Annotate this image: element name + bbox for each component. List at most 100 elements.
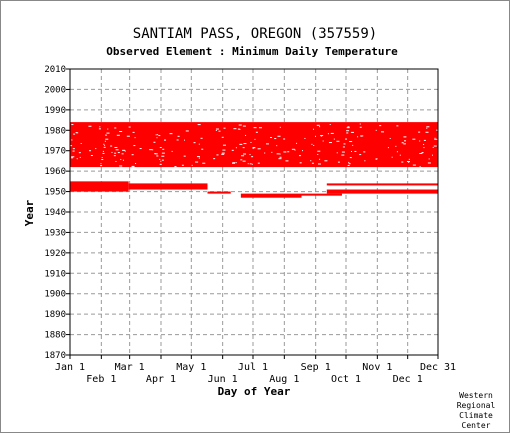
data-gap	[95, 148, 97, 150]
data-gap	[278, 158, 282, 160]
data-gap	[157, 134, 159, 136]
credit: Western Regional Climate Center	[457, 391, 496, 430]
data-gap	[302, 150, 304, 152]
data-gap	[252, 147, 255, 149]
data-gap	[399, 154, 401, 156]
data-gap	[427, 162, 431, 164]
data-gap	[90, 155, 93, 157]
data-block	[326, 189, 438, 194]
x-tick-label: Jul 1	[238, 362, 268, 373]
data-gap	[197, 124, 201, 126]
data-gap	[251, 163, 253, 165]
y-tick-label: 1880	[44, 331, 66, 341]
data-gap	[423, 139, 426, 141]
credit-line-3: Climate	[459, 411, 493, 420]
data-gap	[131, 154, 134, 156]
data-gap	[403, 136, 407, 138]
data-gap	[364, 160, 366, 162]
x-tick-label: Sep 1	[301, 362, 331, 373]
data-gap	[359, 123, 361, 125]
data-gap	[103, 143, 105, 145]
data-gap	[73, 133, 76, 135]
data-gap	[242, 160, 246, 162]
data-gap	[101, 159, 104, 161]
data-gap	[329, 124, 331, 126]
data-gap	[277, 135, 281, 137]
data-gap	[375, 158, 378, 160]
data-gap	[101, 157, 103, 159]
data-gap	[111, 151, 113, 153]
data-gap	[419, 153, 423, 155]
data-block	[301, 193, 342, 196]
data-gap	[349, 157, 352, 159]
data-gap	[184, 139, 186, 141]
y-tick-label: 1950	[44, 188, 66, 198]
data-gap	[251, 156, 254, 158]
data-gap	[102, 152, 105, 154]
data-gap	[71, 156, 75, 158]
data-gap	[122, 149, 126, 151]
data-gap	[312, 128, 314, 130]
data-gap	[401, 142, 404, 144]
x-tick-label: Nov 1	[362, 362, 392, 373]
y-tick-label: 2010	[44, 65, 66, 75]
data-gap	[381, 131, 385, 133]
y-tick-label: 1910	[44, 269, 66, 279]
data-gap	[299, 155, 302, 157]
data-block	[326, 183, 438, 186]
data-gap	[116, 134, 120, 136]
data-gap	[159, 147, 162, 149]
data-gap	[375, 129, 377, 131]
data-gap	[347, 126, 350, 128]
credit-line-2: Regional	[457, 401, 496, 410]
y-tick-label: 1870	[44, 351, 66, 361]
data-gap	[174, 166, 177, 168]
x-axis: Jan 1 Mar 1 May 1 Jul 1 Sep 1 Nov 1 Dec 31 Feb …	[55, 355, 456, 385]
data-gap	[221, 153, 225, 155]
data-gap	[359, 154, 362, 156]
data-gap	[330, 132, 334, 134]
data-gap	[156, 137, 158, 139]
data-gap	[350, 131, 354, 133]
data-points	[70, 122, 440, 198]
data-gap	[159, 158, 161, 160]
data-gap	[119, 165, 123, 167]
x-tick-label: Feb 1	[86, 374, 116, 385]
x-axis-label: Day of Year	[218, 385, 291, 398]
y-tick-label: 1930	[44, 228, 66, 238]
data-gap	[389, 137, 391, 139]
data-gap	[253, 127, 257, 129]
data-gap	[216, 154, 219, 156]
data-gap	[104, 144, 106, 146]
data-gap	[88, 125, 92, 127]
data-gap	[213, 158, 216, 160]
data-gap	[155, 134, 157, 136]
data-gap	[391, 156, 393, 158]
data-gap	[161, 152, 165, 154]
data-gap	[154, 153, 157, 155]
data-gap	[276, 145, 278, 147]
data-gap	[99, 126, 101, 128]
data-gap	[396, 151, 398, 153]
data-gap	[395, 145, 397, 147]
data-gap	[171, 150, 173, 152]
data-gap	[218, 130, 221, 132]
data-gap	[70, 145, 73, 147]
data-gap	[328, 142, 332, 144]
data-gap	[317, 153, 319, 155]
data-gap	[299, 162, 302, 164]
data-gap	[319, 158, 321, 160]
chart-title: SANTIAM PASS, OREGON (357559)	[133, 26, 377, 42]
data-gap	[200, 137, 203, 139]
data-gap	[198, 143, 200, 145]
data-gap	[359, 126, 362, 128]
data-gap	[257, 162, 260, 164]
data-gap	[105, 134, 107, 136]
data-gap	[235, 147, 237, 149]
data-gap	[215, 128, 219, 130]
data-gap	[245, 134, 247, 136]
data-gap	[319, 126, 321, 128]
data-gap	[162, 148, 165, 150]
data-gap	[113, 155, 116, 157]
data-gap	[270, 137, 273, 139]
